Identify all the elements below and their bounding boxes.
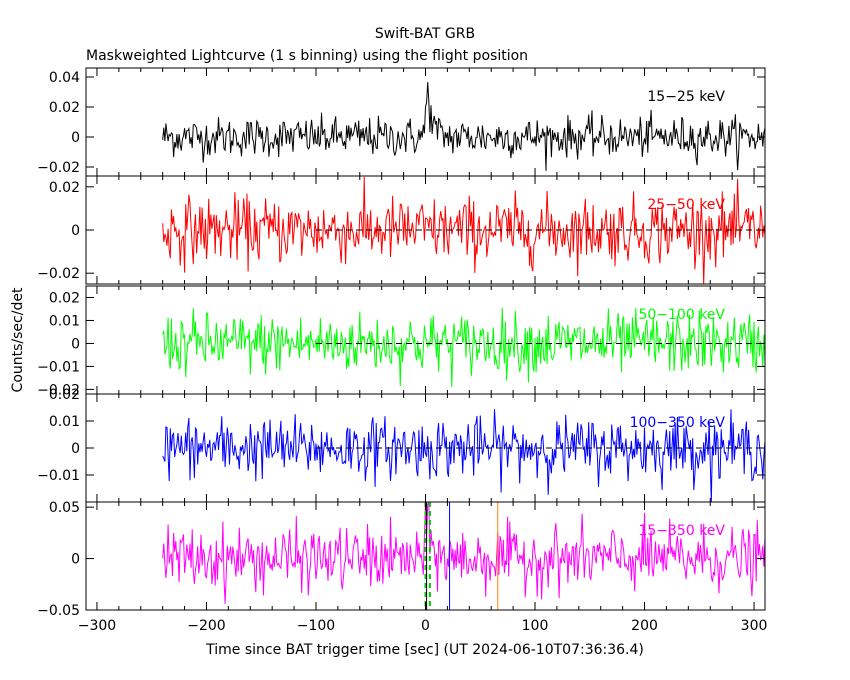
x-tick-label: −100 — [297, 618, 335, 634]
band-label: 100−350 keV — [630, 415, 726, 431]
x-tick-label: −300 — [78, 618, 116, 634]
y-tick-label: 0 — [71, 552, 80, 568]
y-tick-label: 0.02 — [49, 100, 80, 116]
band-label: 15−350 keV — [638, 523, 725, 539]
panel-frame — [85, 393, 766, 503]
y-axis-label: Counts/sec/det — [10, 287, 26, 392]
lightcurve-series — [162, 409, 766, 503]
lightcurve-series — [162, 176, 766, 285]
y-tick-label: −0.05 — [37, 603, 80, 619]
lightcurve-series — [162, 82, 766, 171]
y-tick-label: −0.02 — [37, 266, 80, 282]
chart-title: Swift-BAT GRB — [375, 26, 475, 42]
y-tick-label: −0.01 — [37, 359, 80, 375]
x-tick-label: 100 — [522, 618, 549, 634]
y-tick-label: 0.04 — [49, 70, 80, 86]
x-tick-label: 0 — [421, 618, 430, 634]
x-axis-label: Time since BAT trigger time [sec] (UT 20… — [205, 642, 644, 658]
y-tick-label: 0 — [71, 441, 80, 457]
y-tick-label: 0.02 — [49, 180, 80, 196]
lightcurve-series — [162, 307, 766, 388]
panel-4: 0.02 0.01 0 −0.01 100−350 keV — [37, 387, 766, 503]
y-tick-label: 0.01 — [49, 313, 80, 329]
y-tick-label: 0 — [71, 130, 80, 146]
panel-frame — [85, 285, 766, 395]
panel-3: 0.02 0.01 0 −0.01 −0.02 50−100 keV — [37, 285, 766, 398]
band-label: 25−50 keV — [647, 197, 725, 213]
panel-1: 0.04 0.02 0 −0.02 15−25 keV — [37, 67, 766, 177]
y-tick-label: 0.02 — [49, 290, 80, 306]
x-tick-label: 200 — [631, 618, 658, 634]
x-tick-label: −200 — [187, 618, 225, 634]
chart-subtitle: Maskweighted Lightcurve (1 s binning) us… — [86, 48, 528, 64]
x-tick-label: 300 — [741, 618, 768, 634]
band-label: 50−100 keV — [638, 307, 725, 323]
y-tick-label: 0.01 — [49, 414, 80, 430]
y-tick-label: −0.02 — [37, 160, 80, 176]
panel-5: 0.05 0 −0.05 15−350 keV — [37, 500, 766, 619]
y-tick-label: 0 — [71, 223, 80, 239]
panels-group: 0.04 0.02 0 −0.02 15−25 keV 0.02 0 −0.02 25−50 k… — [37, 67, 768, 634]
lightcurve-series — [162, 501, 766, 604]
y-tick-label: −0.02 — [37, 382, 80, 398]
y-tick-label: 0 — [71, 336, 80, 352]
y-tick-label: −0.01 — [37, 468, 80, 484]
panel-frame — [85, 67, 766, 177]
panel-2: 0.02 0 −0.02 25−50 keV — [37, 175, 766, 285]
band-label: 15−25 keV — [647, 89, 725, 105]
y-tick-label: 0.05 — [49, 500, 80, 516]
y-tick-label: 0.02 — [49, 387, 80, 403]
